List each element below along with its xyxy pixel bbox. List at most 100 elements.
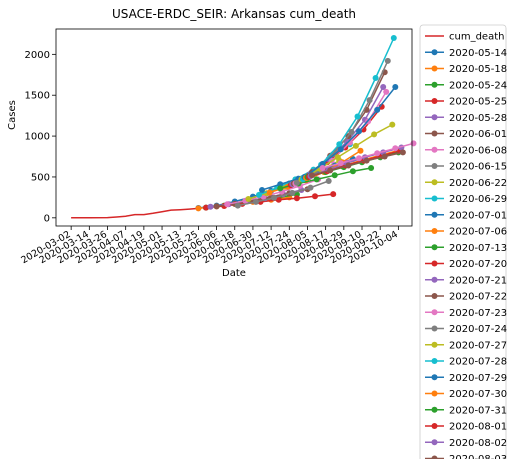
data-point bbox=[319, 160, 326, 167]
legend-marker bbox=[431, 228, 438, 234]
legend-marker bbox=[431, 309, 438, 316]
series-line-cum-death bbox=[71, 207, 199, 219]
data-point bbox=[336, 141, 343, 148]
y-tick-label: 1500 bbox=[25, 91, 50, 102]
data-point bbox=[392, 145, 399, 152]
series-line bbox=[301, 123, 393, 181]
legend-label: 2020-08-01 bbox=[449, 422, 507, 433]
legend-marker bbox=[431, 455, 438, 459]
y-axis: 0 500 1000 1500 2000 bbox=[25, 50, 56, 224]
series-line bbox=[311, 151, 404, 177]
legend-marker bbox=[431, 260, 438, 267]
legend-label: 2020-05-18 bbox=[449, 64, 507, 75]
legend-entry: 2020-05-24 bbox=[425, 80, 507, 91]
data-point bbox=[224, 201, 231, 208]
data-point bbox=[325, 178, 332, 184]
legend-marker bbox=[431, 81, 438, 88]
legend-marker bbox=[431, 195, 438, 202]
legend-label: 2020-07-29 bbox=[449, 373, 507, 384]
legend-entry: 2020-07-28 bbox=[425, 357, 507, 368]
legend-marker bbox=[431, 439, 438, 446]
y-tick-label: 1000 bbox=[25, 132, 50, 143]
series-2020-08-03 bbox=[309, 149, 406, 179]
data-point bbox=[384, 57, 391, 64]
legend-label: 2020-07-01 bbox=[449, 210, 507, 221]
legend-marker bbox=[431, 163, 438, 169]
legend-label: 2020-07-31 bbox=[449, 405, 507, 416]
data-point bbox=[389, 121, 396, 128]
data-point bbox=[356, 155, 362, 162]
legend-entry: 2020-06-08 bbox=[425, 145, 507, 156]
plot-frame bbox=[55, 28, 413, 227]
data-point bbox=[354, 113, 361, 120]
data-point bbox=[345, 162, 352, 169]
series-line bbox=[310, 146, 402, 177]
series-2020-08-10 bbox=[319, 140, 417, 171]
legend-entry: 2020-07-06 bbox=[425, 227, 507, 238]
legend: cum_death 2020-05-14 2020-05-18 2020-05-24 2… bbox=[419, 24, 507, 459]
data-point bbox=[334, 154, 341, 161]
data-point bbox=[331, 172, 338, 179]
legend-label: 2020-07-13 bbox=[449, 243, 507, 254]
legend-marker bbox=[431, 341, 438, 348]
data-point bbox=[371, 131, 378, 138]
data-point bbox=[363, 157, 370, 164]
legend-label: 2020-06-01 bbox=[449, 129, 507, 140]
data-point bbox=[381, 153, 388, 160]
legend-label: 2020-07-22 bbox=[449, 292, 507, 303]
data-point bbox=[307, 184, 314, 191]
legend-label: 2020-08-03 bbox=[449, 454, 507, 459]
legend-marker bbox=[431, 179, 438, 186]
legend-marker bbox=[431, 49, 438, 56]
legend-entry: 2020-07-23 bbox=[425, 308, 507, 319]
legend-label: 2020-06-08 bbox=[449, 145, 507, 156]
data-point bbox=[195, 205, 202, 212]
legend-marker bbox=[431, 276, 438, 283]
data-point bbox=[259, 187, 265, 193]
legend-marker bbox=[431, 211, 438, 218]
data-point bbox=[309, 172, 315, 179]
legend-label: 2020-07-06 bbox=[449, 227, 507, 238]
legend-entry: 2020-05-28 bbox=[425, 113, 507, 124]
chart-title: USACE-ERDC_SEIR: Arkansas cum_death bbox=[112, 7, 356, 21]
series-2020-06-15 bbox=[234, 178, 332, 209]
data-point bbox=[312, 193, 318, 200]
data-point bbox=[271, 194, 278, 201]
legend-label: 2020-07-21 bbox=[449, 275, 507, 286]
legend-marker bbox=[431, 98, 438, 104]
data-point bbox=[374, 106, 381, 113]
data-point bbox=[372, 75, 379, 81]
plot-area bbox=[71, 35, 417, 219]
legend-entry: 2020-07-20 bbox=[425, 259, 507, 270]
legend-entry: 2020-05-25 bbox=[425, 97, 507, 108]
y-axis-label: Cases bbox=[7, 100, 18, 130]
legend-marker bbox=[431, 406, 438, 413]
legend-label: 2020-07-24 bbox=[449, 324, 507, 335]
data-point bbox=[349, 168, 356, 175]
legend-entry: 2020-07-30 bbox=[425, 389, 507, 400]
data-point bbox=[256, 191, 262, 198]
data-point bbox=[327, 167, 334, 174]
legend-label: 2020-05-24 bbox=[449, 80, 507, 91]
data-point bbox=[277, 181, 284, 188]
legend-marker bbox=[431, 244, 438, 251]
data-point bbox=[348, 129, 355, 135]
legend-entry: 2020-06-15 bbox=[425, 162, 507, 173]
data-point bbox=[392, 84, 399, 90]
data-point bbox=[337, 146, 344, 153]
data-point bbox=[399, 149, 406, 156]
legend-entry: 2020-07-01 bbox=[425, 210, 507, 221]
data-point bbox=[410, 140, 417, 147]
data-point bbox=[356, 128, 362, 135]
legend-entry: 2020-05-14 bbox=[425, 48, 507, 59]
data-point bbox=[357, 147, 364, 154]
data-point bbox=[234, 202, 241, 209]
data-point bbox=[277, 185, 284, 192]
legend-label: 2020-07-27 bbox=[449, 340, 507, 351]
data-point bbox=[330, 191, 337, 198]
data-point bbox=[366, 97, 373, 104]
legend-marker bbox=[431, 146, 438, 153]
y-tick-label: 500 bbox=[31, 172, 50, 183]
legend-entry: 2020-07-13 bbox=[425, 243, 507, 254]
legend-label: 2020-06-29 bbox=[449, 194, 507, 205]
